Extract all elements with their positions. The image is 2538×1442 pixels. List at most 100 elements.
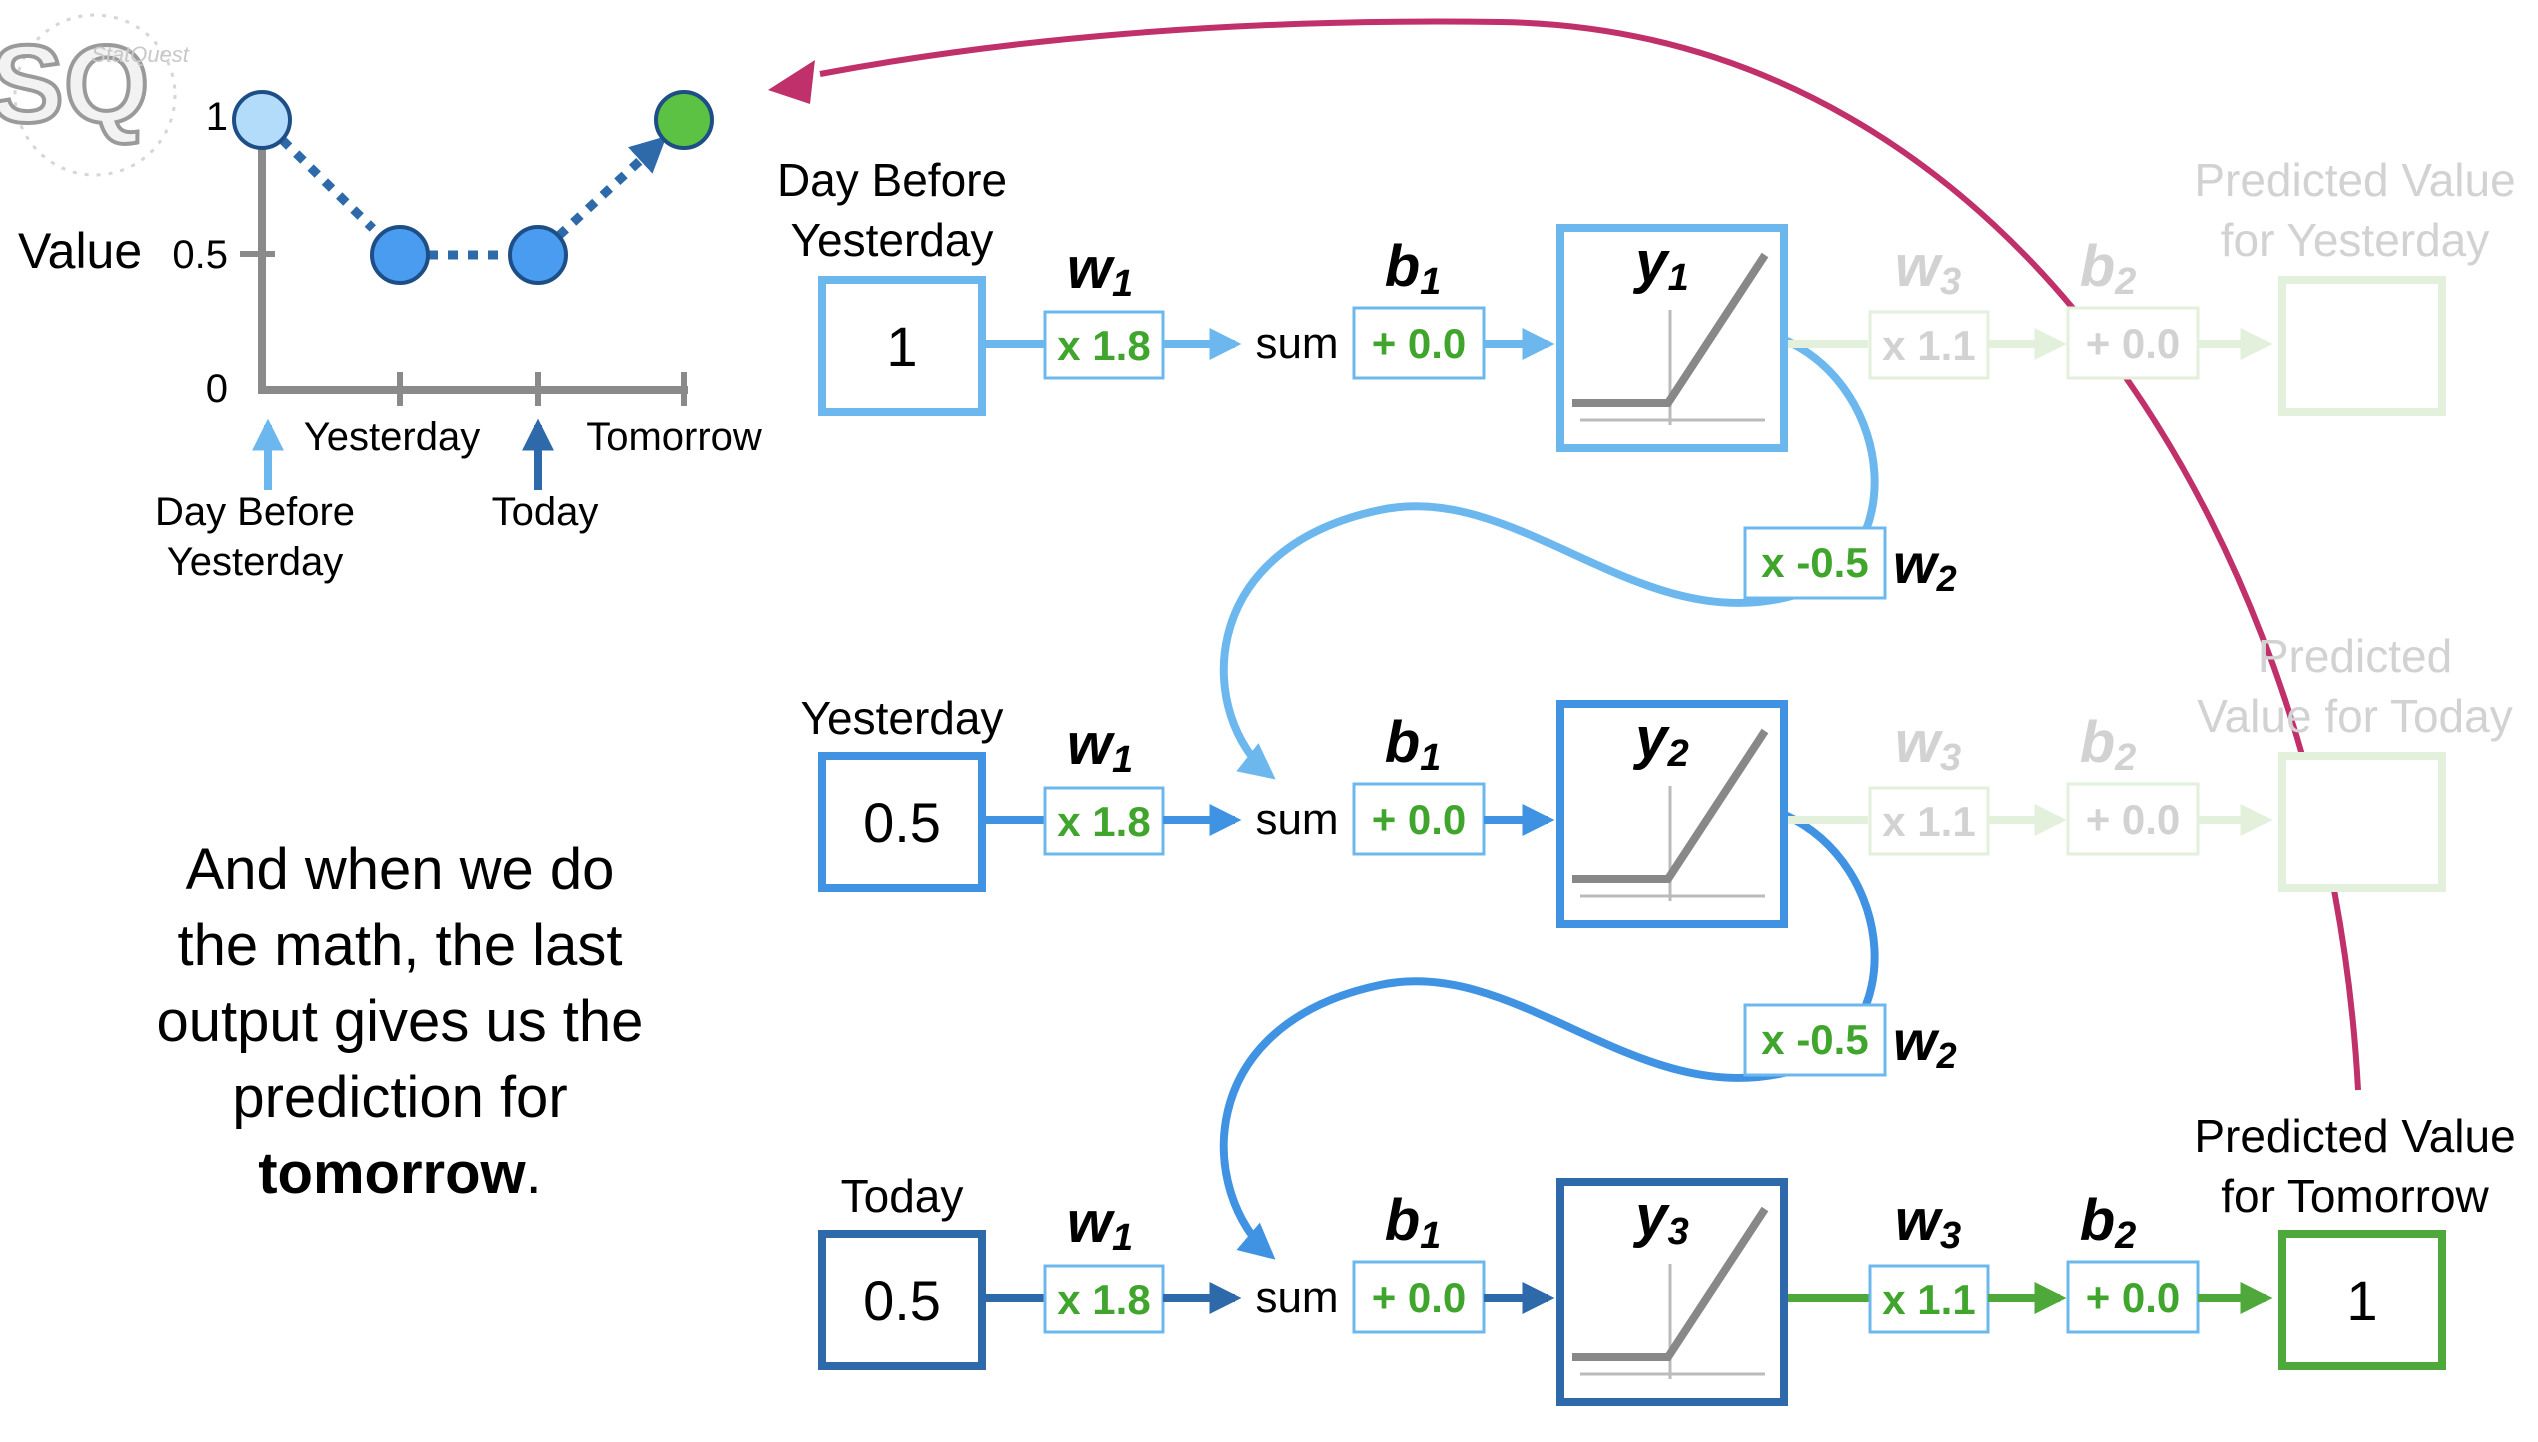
w2-box-1: [1743, 526, 1887, 600]
w2-label-1: w2: [1893, 532, 1957, 599]
chart-connector-3: [555, 136, 667, 240]
row-1-b2-label: b2: [2080, 234, 2137, 303]
row-3-w3-box: [1868, 1264, 1990, 1334]
feedback-loop-1: x -0.5 w2: [1219, 336, 1957, 780]
w2-value-1: x -0.5: [1761, 539, 1868, 586]
chart-point-4: [654, 90, 714, 150]
mini-chart: Value 1 0.5 0 Yesterday Tomorrow Day Bef…: [18, 90, 762, 584]
narration-text: And when we do the math, the last output…: [60, 832, 740, 1212]
w2-box-2: [1743, 1003, 1887, 1077]
row-1-b2-box: [2066, 306, 2200, 380]
row-1-w3-label: w3: [1895, 234, 1961, 303]
row-1-activation-box: [1556, 224, 1788, 452]
statquest-logo: SQ StatQuest: [0, 13, 190, 177]
logo-small-text: StatQuest: [91, 42, 190, 67]
row-1-b1-box: [1352, 306, 1486, 380]
row-1-input-value: 1: [886, 315, 917, 378]
y-axis-label: Value: [18, 223, 142, 279]
row-2-activation-box: [1556, 700, 1788, 928]
row-1-relu-plot: [1572, 252, 1769, 425]
row-2-w1-value: x 1.8: [1057, 798, 1150, 845]
row-3-input-value: 0.5: [863, 1269, 941, 1332]
row-1-y-label: y1: [1632, 230, 1688, 299]
narration-line-5: tomorrow.: [60, 1136, 740, 1212]
magenta-feedback-arc: [819, 18, 2361, 1091]
row-3-b2-value: + 0.0: [2086, 1274, 2181, 1321]
network-row-1: Day Before Yesterday 1 w1 x 1.8 sum b1 +…: [777, 154, 2516, 452]
row-3-y-label: y3: [1632, 1184, 1688, 1253]
row-3-relu-plot: [1572, 1206, 1769, 1379]
row-1-output-label-line-2: for Yesterday: [2221, 214, 2490, 266]
chart-point-2: [370, 225, 430, 285]
arrow-label-day-before: Day Before: [155, 490, 355, 534]
row-3-activation-box: [1556, 1178, 1788, 1406]
row-2-b1-value: + 0.0: [1372, 796, 1467, 843]
y-tick-label-1: 1: [206, 95, 228, 139]
row-2-output-label-line-2: Value for Today: [2197, 690, 2512, 742]
row-2-w3-box: [1868, 786, 1990, 856]
row-2-input-label: Yesterday: [801, 692, 1004, 744]
row-3-w1-box: [1043, 1264, 1165, 1334]
row-1-output-label-line-1: Predicted Value: [2194, 154, 2515, 206]
row-2-sum-label: sum: [1255, 795, 1338, 844]
row-2-b1-label: b1: [1385, 710, 1442, 779]
row-2-output-label-line-1: Predicted: [2258, 630, 2452, 682]
row-3-input-label: Today: [841, 1170, 964, 1222]
network-row-2: Yesterday 0.5 w1 x 1.8 sum b1 + 0.0 y2 w…: [801, 630, 2513, 928]
row-2-input-box: [818, 752, 986, 892]
row-1-input-label-line-1: Day Before: [777, 154, 1007, 206]
row-3-output-label-line-1: Predicted Value: [2194, 1110, 2515, 1162]
row-1-output-box: [2278, 276, 2446, 416]
row-1-w3-box: [1868, 310, 1990, 380]
row-3-b2-box: [2066, 1260, 2200, 1334]
feedback-loop-2: x -0.5 w2: [1219, 811, 1957, 1260]
row-3-w1-label: w1: [1067, 1190, 1133, 1259]
loop-2-line: [1219, 811, 1879, 1260]
row-3-output-box: [2278, 1230, 2446, 1370]
row-1-w1-value: x 1.8: [1057, 322, 1150, 369]
row-2-w1-label: w1: [1067, 712, 1133, 781]
chart-connector-1: [278, 136, 376, 232]
w2-value-2: x -0.5: [1761, 1016, 1868, 1063]
row-2-w3-value: x 1.1: [1882, 798, 1975, 845]
chart-point-3: [508, 225, 568, 285]
row-3-b1-label: b1: [1385, 1188, 1442, 1257]
y-tick-label-05: 0.5: [172, 233, 228, 277]
x-tick-label-tomorrow: Tomorrow: [586, 415, 762, 459]
row-1-input-label-line-2: Yesterday: [791, 214, 994, 266]
row-3-b1-value: + 0.0: [1372, 1274, 1467, 1321]
logo-letters: SQ: [0, 23, 149, 146]
loop-1-line: [1219, 336, 1879, 780]
magenta-arrowhead: [768, 60, 815, 104]
row-1-b2-value: + 0.0: [2086, 320, 2181, 367]
row-3-w3-value: x 1.1: [1882, 1276, 1975, 1323]
row-2-input-value: 0.5: [863, 791, 941, 854]
row-2-output-box: [2278, 752, 2446, 892]
arrow-label-yesterday: Yesterday: [167, 540, 343, 584]
row-3-b1-box: [1352, 1260, 1486, 1334]
row-3-w3-label: w3: [1895, 1188, 1961, 1257]
row-3-output-label-line-2: for Tomorrow: [2221, 1170, 2489, 1222]
row-1-b1-value: + 0.0: [1372, 320, 1467, 367]
row-1-input-box: [818, 276, 986, 416]
narration-tail: .: [525, 1141, 542, 1206]
narration-line-3: output gives us the: [156, 989, 644, 1054]
narration-line-2: the math, the last: [177, 913, 623, 978]
row-3-b2-label: b2: [2080, 1188, 2137, 1257]
row-2-w1-box: [1043, 786, 1165, 856]
row-3-w1-value: x 1.8: [1057, 1276, 1150, 1323]
row-1-w1-label: w1: [1067, 236, 1133, 305]
arrow-label-today: Today: [492, 490, 599, 534]
network-row-3: Today 0.5 w1 x 1.8 sum b1 + 0.0 y3 w3 x …: [818, 1110, 2516, 1406]
row-2-w3-label: w3: [1895, 710, 1961, 779]
row-2-relu-plot: [1572, 728, 1769, 901]
narration-line-1: And when we do: [185, 837, 615, 902]
row-2-y-label: y2: [1632, 706, 1688, 775]
chart-marks: [232, 90, 714, 285]
x-tick-label-yesterday: Yesterday: [304, 415, 480, 459]
row-1-w3-value: x 1.1: [1882, 322, 1975, 369]
row-1-b1-label: b1: [1385, 234, 1442, 303]
row-3-output-value: 1: [2346, 1269, 2377, 1332]
y-tick-label-0: 0: [206, 367, 228, 411]
